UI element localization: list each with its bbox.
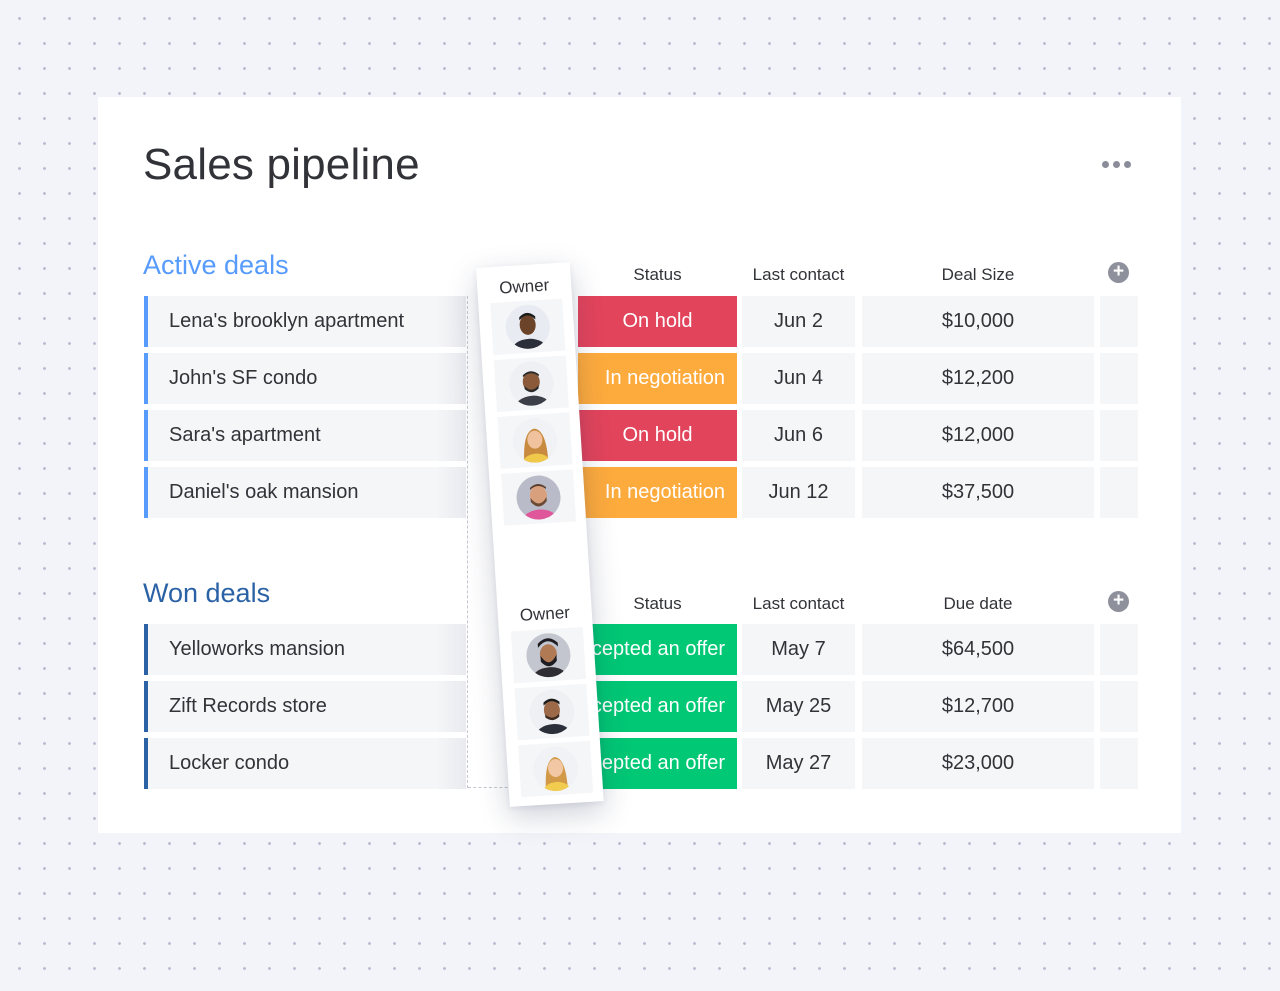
group-title-won-deals[interactable]: Won deals: [143, 578, 271, 608]
deal-name: John's SF condo: [169, 367, 318, 389]
column-header-deal-size[interactable]: Deal Size: [941, 265, 1015, 284]
status-badge[interactable]: On hold: [578, 296, 737, 347]
owner-cell[interactable]: [500, 469, 577, 526]
deal-size-cell[interactable]: $10,000: [862, 296, 1094, 347]
person-avatar: [511, 417, 559, 464]
last-contact-cell[interactable]: May 7: [742, 624, 855, 675]
person-avatar: [528, 688, 576, 736]
last-contact-cell[interactable]: Jun 12: [742, 467, 855, 518]
due-date-cell[interactable]: $23,000: [862, 738, 1094, 789]
column-header-last-contact[interactable]: Last contact: [752, 594, 845, 613]
column-drop-placeholder: [467, 296, 469, 788]
empty-cell[interactable]: [1100, 738, 1138, 789]
deal-size-cell[interactable]: $12,000: [862, 410, 1094, 461]
column-header-owner[interactable]: Owner: [498, 275, 550, 298]
table-row-name[interactable]: Zift Records store: [144, 681, 466, 732]
status-badge[interactable]: Accepted an offer: [578, 681, 737, 732]
person-avatar: [515, 474, 562, 521]
last-contact-cell[interactable]: May 25: [742, 681, 855, 732]
person-avatar: [508, 360, 555, 408]
person-avatar: [532, 745, 579, 793]
more-horizontal-icon[interactable]: [1102, 154, 1142, 174]
table-row-name[interactable]: Locker condo: [144, 738, 466, 789]
deal-name: Zift Records store: [169, 695, 327, 717]
column-header-owner[interactable]: Owner: [519, 602, 571, 625]
group-title-active-deals[interactable]: Active deals: [143, 250, 289, 280]
person-avatar: [525, 631, 572, 679]
person-avatar: [504, 303, 552, 351]
last-contact-cell[interactable]: Jun 4: [742, 353, 855, 404]
owner-cell[interactable]: [493, 355, 569, 412]
empty-cell[interactable]: [1100, 681, 1138, 732]
deal-name: Sara's apartment: [169, 424, 321, 446]
deal-size-cell[interactable]: $37,500: [862, 467, 1094, 518]
empty-cell[interactable]: [1100, 296, 1138, 347]
last-contact-cell[interactable]: Jun 2: [742, 296, 855, 347]
last-contact-cell[interactable]: May 27: [742, 738, 855, 789]
status-badge[interactable]: Accepted an offer: [578, 624, 737, 675]
due-date-cell[interactable]: $64,500: [862, 624, 1094, 675]
owner-cell[interactable]: [510, 627, 587, 684]
status-badge[interactable]: On hold: [578, 410, 737, 461]
table-row-name[interactable]: Daniel's oak mansion: [144, 467, 466, 518]
owner-cell[interactable]: [497, 412, 573, 469]
empty-cell[interactable]: [1100, 467, 1138, 518]
column-header-last-contact[interactable]: Last contact: [752, 265, 845, 284]
empty-cell[interactable]: [1100, 353, 1138, 404]
deal-name: Daniel's oak mansion: [169, 481, 359, 503]
deal-name: Locker condo: [169, 752, 290, 774]
table-row-name[interactable]: Yelloworks mansion: [144, 624, 466, 675]
dragged-owner-column[interactable]: Owner Owner: [476, 262, 604, 807]
deal-name: Yelloworks mansion: [169, 638, 346, 660]
empty-cell[interactable]: [1100, 410, 1138, 461]
column-drop-placeholder-edge: [468, 787, 518, 788]
due-date-cell[interactable]: $12,700: [862, 681, 1094, 732]
table-row-name[interactable]: Lena's brooklyn apartment: [144, 296, 466, 347]
column-header-status[interactable]: Status: [633, 265, 682, 284]
owner-cell[interactable]: [490, 298, 566, 356]
column-header-status[interactable]: Status: [633, 594, 682, 613]
owner-cell[interactable]: [518, 740, 594, 798]
owner-cell[interactable]: [514, 683, 590, 741]
plus-circle-icon[interactable]: +: [1108, 591, 1129, 612]
status-badge[interactable]: Accepted an offer: [578, 738, 737, 789]
plus-circle-icon[interactable]: +: [1108, 262, 1129, 283]
empty-cell[interactable]: [1100, 624, 1138, 675]
table-row-name[interactable]: Sara's apartment: [144, 410, 466, 461]
last-contact-cell[interactable]: Jun 6: [742, 410, 855, 461]
deal-name: Lena's brooklyn apartment: [169, 310, 405, 332]
table-row-name[interactable]: John's SF condo: [144, 353, 466, 404]
page-title: Sales pipeline: [143, 140, 420, 189]
column-header-due-date[interactable]: Due date: [943, 594, 1013, 613]
status-badge[interactable]: In negotiation: [578, 467, 737, 518]
deal-size-cell[interactable]: $12,200: [862, 353, 1094, 404]
status-badge[interactable]: In negotiation: [578, 353, 737, 404]
